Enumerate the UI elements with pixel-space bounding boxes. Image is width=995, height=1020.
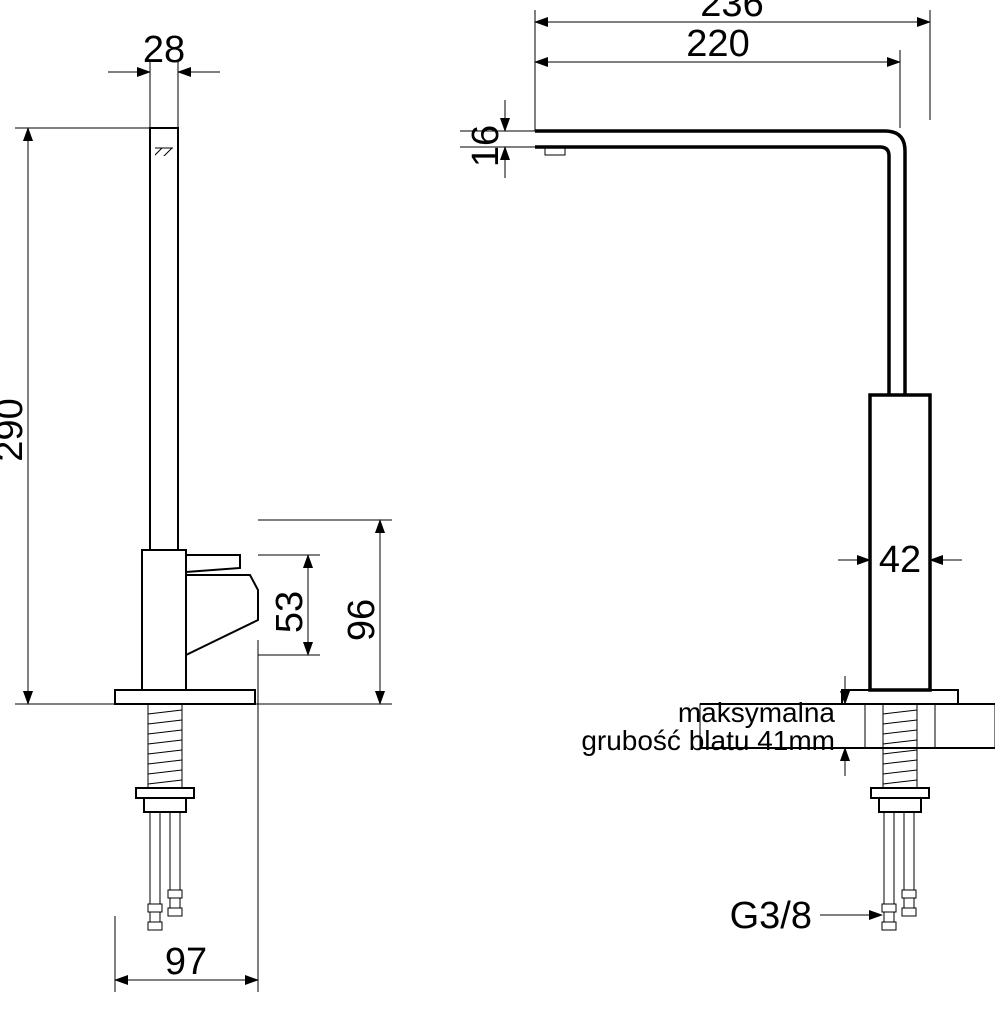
dim-236: 236 (535, 0, 930, 131)
dim-97: 97 (115, 640, 258, 992)
svg-text:G3/8: G3/8 (730, 895, 812, 937)
dim-42: 42 (838, 539, 962, 581)
right-view (535, 131, 995, 930)
dim-220: 220 (535, 23, 900, 128)
faucet-dimension-drawing: 290 28 53 96 97 (0, 0, 995, 1020)
svg-text:220: 220 (686, 23, 749, 65)
svg-text:97: 97 (165, 941, 207, 983)
dim-28: 28 (108, 29, 220, 128)
svg-text:28: 28 (143, 29, 185, 71)
svg-text:maksymalna: maksymalna (678, 697, 836, 728)
svg-text:42: 42 (879, 539, 921, 581)
dim-16: 16 (460, 100, 535, 178)
svg-text:290: 290 (0, 398, 31, 461)
dim-290: 290 (0, 128, 150, 704)
left-view (115, 128, 258, 930)
svg-text:grubość blatu 41mm: grubość blatu 41mm (581, 725, 835, 756)
svg-text:16: 16 (465, 125, 507, 167)
note-thickness: maksymalna grubość blatu 41mm (581, 676, 845, 776)
dim-g38: G3/8 (730, 895, 882, 937)
dim-53: 53 (258, 555, 320, 655)
svg-text:96: 96 (341, 599, 383, 641)
svg-text:236: 236 (700, 0, 763, 25)
svg-text:53: 53 (269, 591, 311, 633)
